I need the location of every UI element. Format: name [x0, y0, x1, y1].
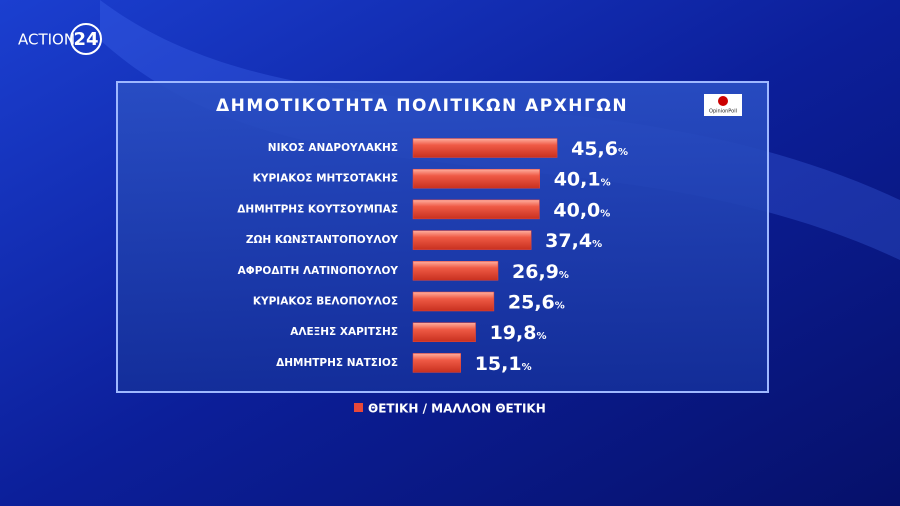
value-label: 25,6%	[508, 291, 565, 313]
bar	[412, 199, 540, 220]
value-label: 19,8%	[490, 322, 547, 344]
channel-number: 24	[73, 29, 98, 50]
category-label: ΔΗΜΗΤΡΗΣ ΚΟΥΤΣΟΥΜΠΑΣ	[237, 203, 398, 215]
value-label: 15,1%	[475, 352, 532, 374]
bar	[412, 291, 495, 312]
logo-ring	[70, 23, 102, 55]
legend-label: ΘΕΤΙΚΗ / ΜΑΛΛΟΝ ΘΕΤΙΚΗ	[368, 402, 546, 416]
bar	[412, 168, 540, 189]
pollster-name: OpinionPoll	[709, 109, 737, 115]
category-label: ΑΦΡΟΔΙΤΗ ΛΑΤΙΝΟΠΟΥΛΟΥ	[238, 265, 399, 277]
category-label: ΖΩΗ ΚΩΝΣΤΑΝΤΟΠΟΥΛΟΥ	[246, 234, 399, 246]
bar	[412, 353, 461, 373]
bar	[412, 138, 558, 158]
category-label: ΚΥΡΙΑΚΟΣ ΒΕΛΟΠΟΥΛΟΣ	[253, 296, 398, 308]
category-label: ΚΥΡΙΑΚΟΣ ΜΗΤΣΟΤΑΚΗΣ	[253, 173, 398, 185]
bar	[412, 322, 476, 342]
value-label: 45,6%	[571, 138, 628, 160]
value-label: 40,1%	[554, 168, 611, 190]
category-label: ΝΙΚΟΣ ΑΝΔΡΟΥΛΑΚΗΣ	[268, 142, 398, 154]
value-label: 40,0%	[553, 199, 610, 221]
value-label: 26,9%	[512, 260, 569, 282]
bar	[412, 261, 499, 281]
channel-name: ACTION	[18, 31, 75, 49]
value-label: 37,4%	[545, 230, 602, 252]
legend-swatch	[354, 403, 363, 412]
pollster-dot	[718, 96, 728, 106]
category-label: ΔΗΜΗΤΡΗΣ ΝΑΤΣΙΟΣ	[276, 357, 398, 369]
chart-title: ΔΗΜΟΤΙΚΟΤΗΤΑ ΠΟΛΙΤΙΚΩΝ ΑΡΧΗΓΩΝ	[216, 96, 628, 116]
category-label: ΑΛΕΞΗΣ ΧΑΡΙΤΣΗΣ	[290, 326, 398, 338]
bar	[412, 230, 532, 250]
